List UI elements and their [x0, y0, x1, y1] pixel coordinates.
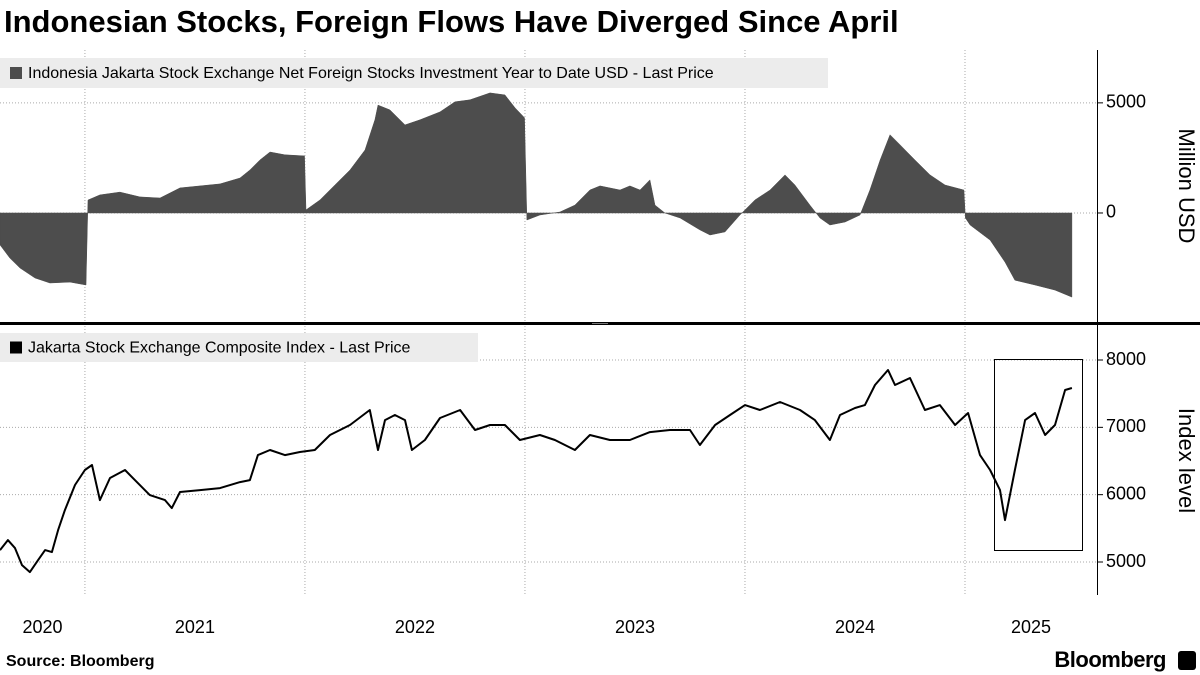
flow-area [0, 92, 1073, 298]
legend-swatch [10, 67, 22, 79]
x-tick-label: 2025 [1011, 617, 1051, 637]
chart-title: Indonesian Stocks, Foreign Flows Have Di… [4, 4, 899, 39]
x-tick-label: 2021 [175, 617, 215, 637]
x-tick-label: 2022 [395, 617, 435, 637]
y-axis-label: Million USD [1174, 129, 1199, 244]
legend-box [0, 58, 828, 88]
x-tick-label: 2024 [835, 617, 875, 637]
y-tick-label: 8000 [1106, 349, 1146, 369]
legend-swatch [10, 341, 22, 354]
y-tick-label: 5000 [1106, 92, 1146, 112]
x-tick-label: 2023 [615, 617, 655, 637]
panels: 0 5000 Million USD Indonesia Jakarta Stock … [0, 50, 1199, 637]
legend-box [0, 333, 478, 362]
y-tick-label: 6000 [1106, 483, 1146, 503]
legend-label: Indonesia Jakarta Stock Exchange Net For… [28, 65, 714, 82]
legend-label: Jakarta Stock Exchange Composite Index -… [28, 340, 411, 357]
y-axis-label: Index level [1174, 408, 1199, 513]
highlight-box [994, 359, 1083, 551]
y-tick-label: 5000 [1106, 551, 1146, 571]
brand-logo: Bloomberg [1054, 647, 1166, 672]
y-tick-label: 7000 [1106, 416, 1146, 436]
x-tick-label: 2020 [22, 617, 62, 637]
brand-icon [1178, 651, 1196, 670]
y-tick-label: 0 [1106, 202, 1116, 222]
source-note: Source: Bloomberg [6, 653, 154, 670]
index-line [0, 369, 1073, 574]
